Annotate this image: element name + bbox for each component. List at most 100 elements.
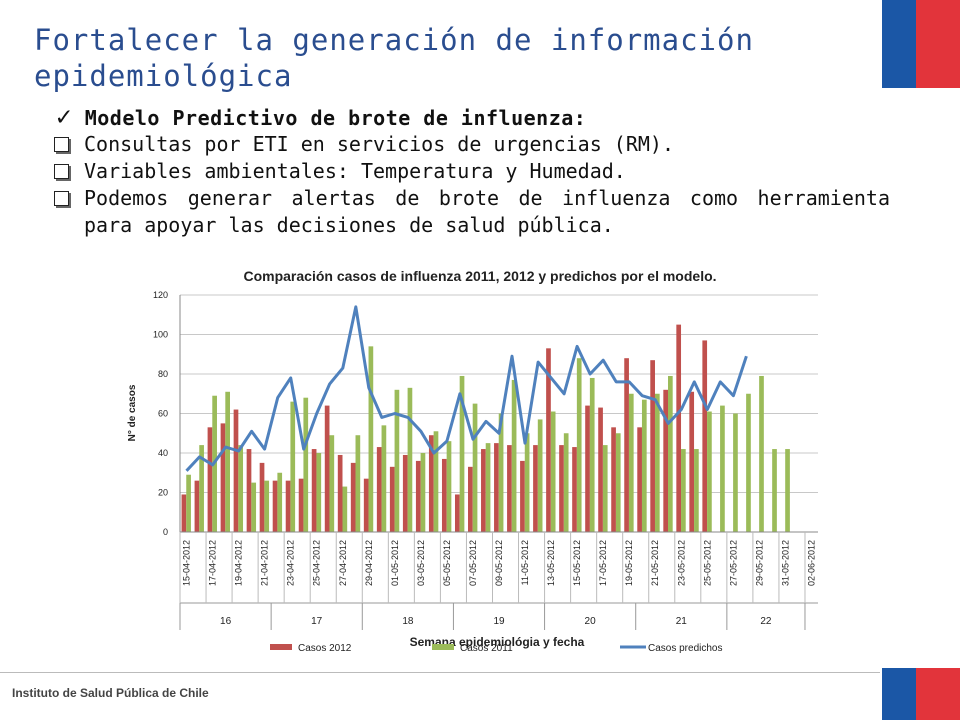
y-tick-label: 80 xyxy=(158,369,168,379)
bar xyxy=(329,435,335,532)
bullet-item: Consultas por ETI en servicios de urgenc… xyxy=(50,131,890,158)
bar xyxy=(446,441,452,532)
week-label: 22 xyxy=(760,616,772,627)
x-date-label: 01-05-2012 xyxy=(390,540,400,586)
y-tick-label: 20 xyxy=(158,488,168,498)
bullet-item: Podemos generar alertas de brote de infl… xyxy=(50,185,890,239)
x-date-label: 29-04-2012 xyxy=(364,540,374,586)
bar xyxy=(259,462,265,532)
week-label: 16 xyxy=(220,616,232,627)
bar xyxy=(598,407,603,532)
bar xyxy=(402,454,408,532)
bar xyxy=(576,358,582,532)
bar xyxy=(537,419,543,532)
checkbox-bullet-icon xyxy=(54,191,69,206)
bar xyxy=(472,403,478,532)
bar xyxy=(733,413,738,532)
bar xyxy=(199,445,204,532)
legend-swatch xyxy=(432,644,454,650)
bar xyxy=(533,445,538,532)
bar xyxy=(650,360,655,532)
bar xyxy=(772,449,777,532)
bar xyxy=(186,474,191,532)
bar xyxy=(694,449,699,532)
bar xyxy=(485,443,491,532)
x-date-label: 15-04-2012 xyxy=(182,540,192,586)
legend: Casos 2012 Casos 2011 Casos predichos xyxy=(270,643,722,654)
bar xyxy=(181,494,187,532)
y-tick-label: 100 xyxy=(153,330,168,340)
x-date-label: 25-05-2012 xyxy=(702,540,712,586)
flag-decoration-top xyxy=(882,0,960,88)
x-date-label: 25-04-2012 xyxy=(312,540,322,586)
x-date-label: 21-05-2012 xyxy=(650,540,660,586)
legend-label: Casos 2011 xyxy=(460,643,513,654)
bar xyxy=(572,447,577,532)
x-date-label: 07-05-2012 xyxy=(468,540,478,586)
checkbox-bullet-icon xyxy=(54,137,69,152)
bar xyxy=(420,453,426,532)
bar xyxy=(759,375,764,532)
bar xyxy=(290,401,296,532)
bar xyxy=(251,482,257,532)
bar xyxy=(363,478,369,532)
bar xyxy=(355,435,361,532)
gridlines xyxy=(179,294,818,533)
week-label: 19 xyxy=(493,616,505,627)
bar xyxy=(394,389,400,532)
bar xyxy=(342,486,348,532)
x-date-label: 15-05-2012 xyxy=(572,540,582,586)
bar xyxy=(311,449,317,532)
x-date-label: 02-06-2012 xyxy=(807,540,817,586)
bar xyxy=(264,480,270,532)
x-axis-label: Semana epidemiológia y fecha xyxy=(410,635,585,649)
bullet-text: Podemos generar alertas de brote de infl… xyxy=(84,186,890,237)
bar xyxy=(454,494,460,532)
bar xyxy=(746,393,751,532)
bar xyxy=(376,447,382,532)
bar xyxy=(654,393,660,532)
y-axis-label: N° de casos xyxy=(127,384,138,441)
y-axis-ticks: 0 20 40 60 80 100 120 xyxy=(153,290,168,537)
legend-swatch xyxy=(270,644,292,650)
bar xyxy=(559,445,564,532)
bar xyxy=(389,466,395,532)
bar xyxy=(676,324,682,532)
x-date-label: 09-05-2012 xyxy=(494,540,504,586)
bar xyxy=(381,425,387,532)
x-date-label: 23-04-2012 xyxy=(286,540,296,586)
bar xyxy=(233,409,239,532)
week-label: 17 xyxy=(311,616,323,627)
bar xyxy=(563,433,569,532)
week-label: 20 xyxy=(585,616,597,627)
footer-divider xyxy=(0,672,880,673)
x-date-label: 19-04-2012 xyxy=(234,540,244,586)
subtitle-row: ✓ Modelo Predictivo de brote de influenz… xyxy=(50,104,890,131)
bar xyxy=(615,433,621,532)
x-date-label: 27-05-2012 xyxy=(728,540,738,586)
bar xyxy=(415,460,421,532)
bar xyxy=(433,431,439,532)
y-tick-label: 120 xyxy=(153,290,168,300)
chart-title: Comparación casos de influenza 2011, 201… xyxy=(243,268,717,284)
predicted-line xyxy=(185,305,748,472)
legend-label: Casos 2012 xyxy=(298,643,352,654)
x-date-label: 29-05-2012 xyxy=(754,540,764,586)
x-date-label: 17-04-2012 xyxy=(208,540,218,586)
bar xyxy=(272,480,278,532)
flag-stripe-blue xyxy=(882,0,916,88)
bar xyxy=(550,411,556,532)
bar xyxy=(624,358,629,532)
bar xyxy=(350,462,356,532)
bar xyxy=(507,445,512,532)
bar xyxy=(298,478,304,532)
flag-stripe-blue xyxy=(882,668,916,720)
bar xyxy=(707,411,712,532)
week-label: 21 xyxy=(676,616,688,627)
bar xyxy=(468,466,473,532)
bar xyxy=(785,449,790,532)
bar xyxy=(628,393,634,532)
bar xyxy=(238,445,244,532)
bar xyxy=(368,346,374,532)
flag-stripe-red xyxy=(916,0,960,88)
